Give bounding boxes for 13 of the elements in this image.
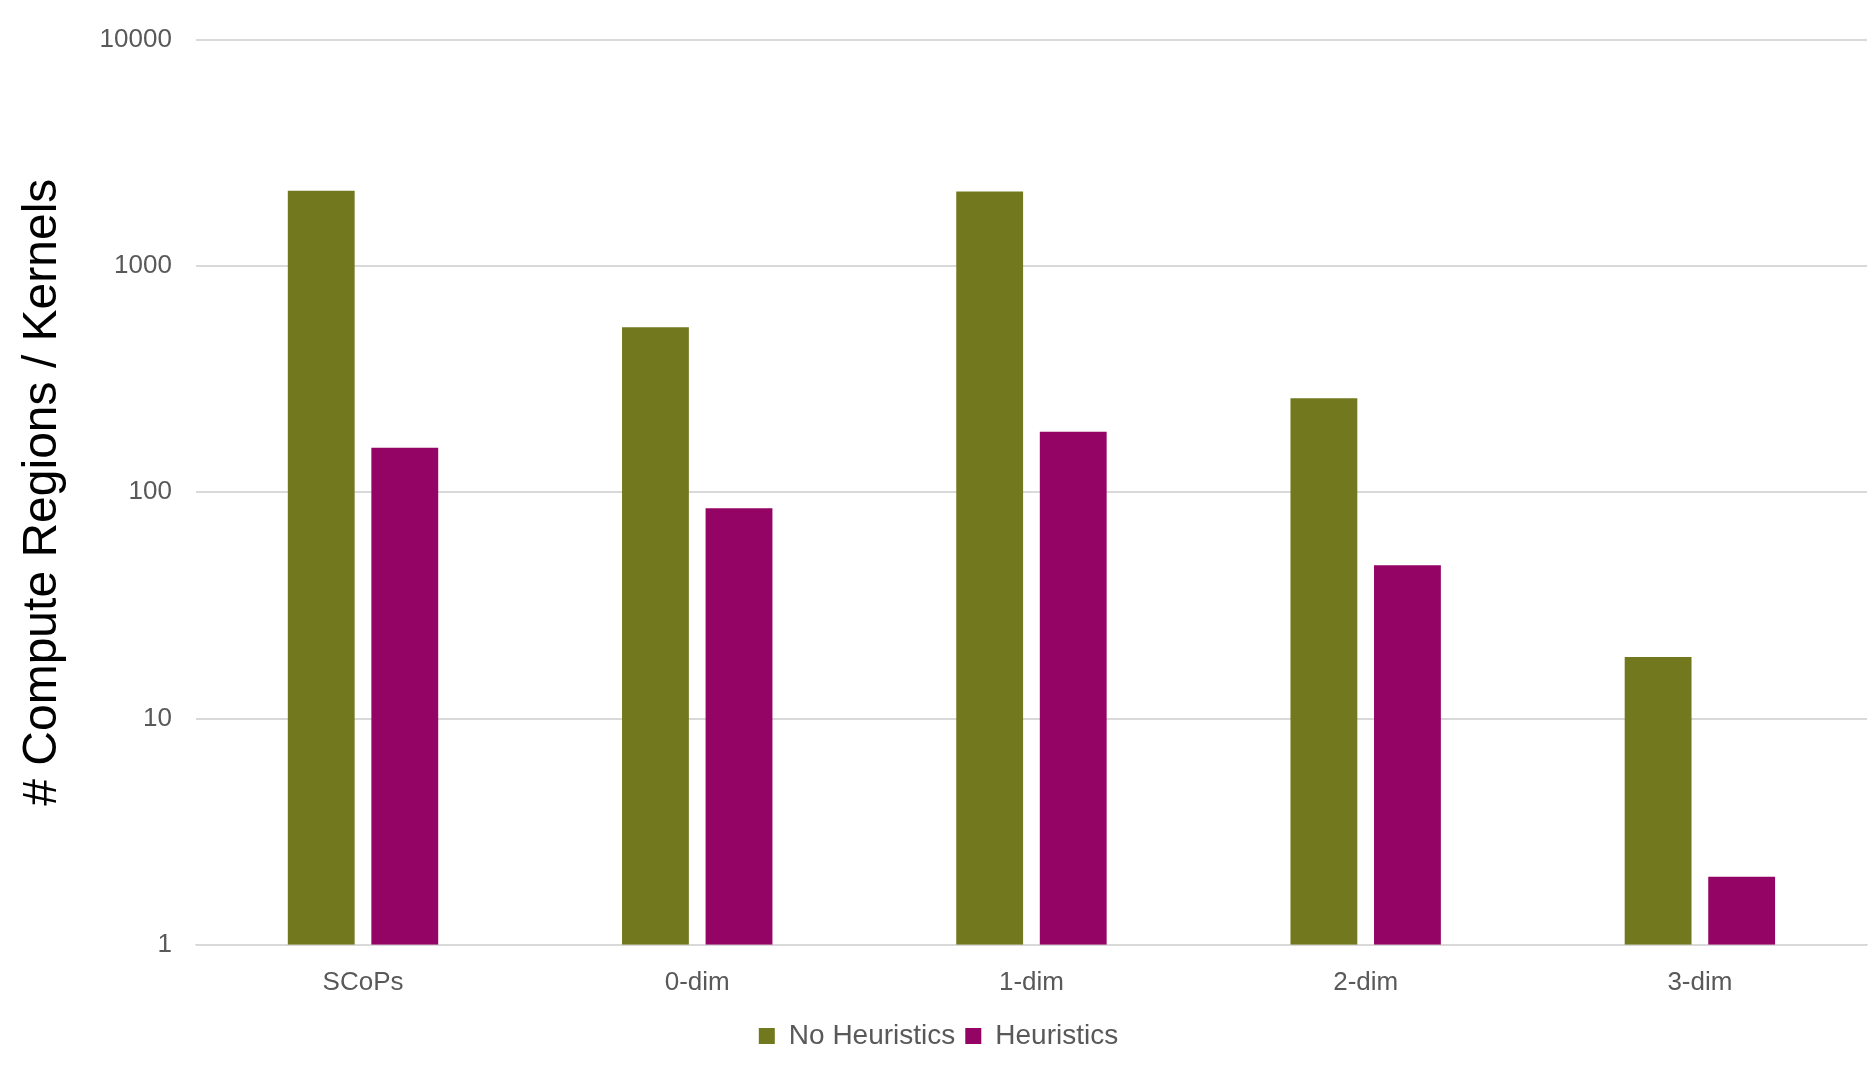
legend-label: Heuristics	[995, 1018, 1119, 1050]
y-axis-title: # Compute Regions / Kernels	[13, 178, 67, 806]
x-tick-label: 2-dim	[1333, 965, 1399, 996]
x-tick-label: 0-dim	[664, 965, 730, 996]
y-tick-label: 1000	[114, 249, 172, 280]
y-tick-label: 1	[157, 927, 172, 958]
y-tick-label: 10000	[99, 22, 172, 53]
legend-label: No Heuristics	[788, 1018, 956, 1050]
x-tick-label: 1-dim	[998, 965, 1064, 996]
x-tick-label: SCoPs	[322, 965, 404, 996]
y-tick-label: 100	[128, 475, 172, 506]
x-tick-label: 3-dim	[1667, 965, 1733, 996]
y-tick-label: 10	[142, 701, 172, 732]
